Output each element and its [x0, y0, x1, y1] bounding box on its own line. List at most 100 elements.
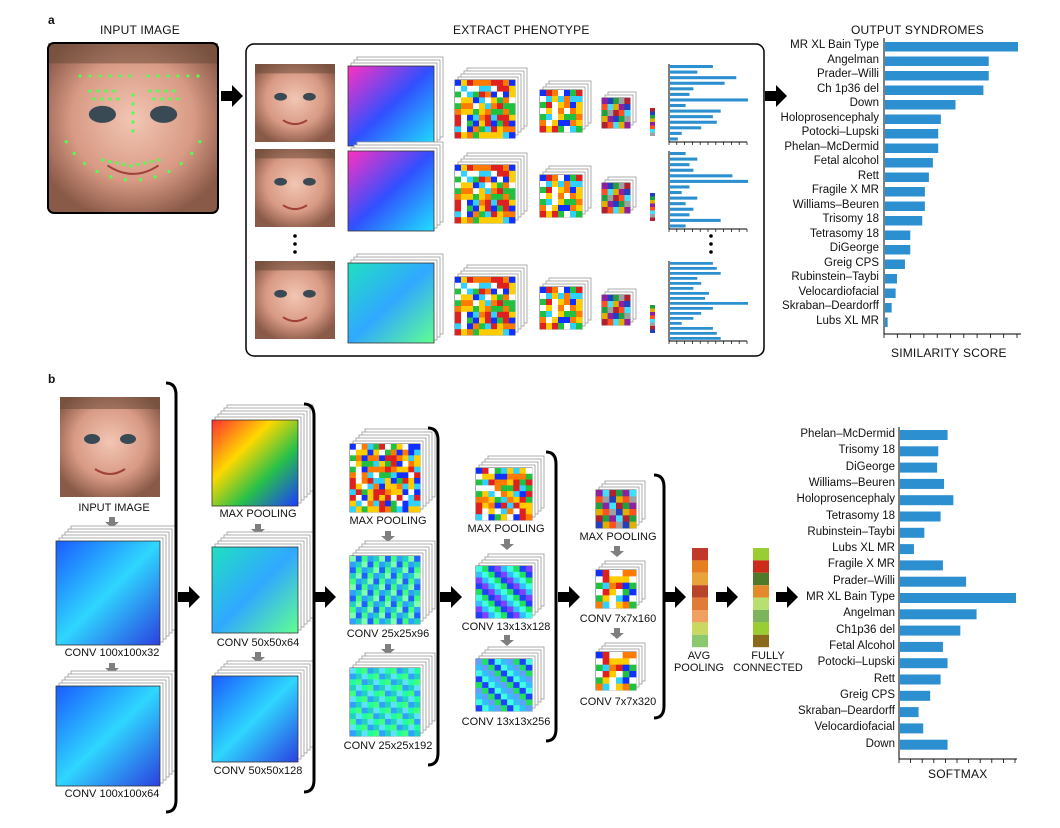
mosaic-cell [613, 319, 620, 326]
mosaic-cell [367, 578, 374, 585]
mosaic-cell [629, 658, 637, 665]
mosaic-cell [350, 668, 357, 674]
down-arrow-icon [381, 644, 395, 655]
mosaic-cell [485, 103, 492, 110]
mosaic-cell [494, 664, 502, 671]
mosaic-cell [485, 126, 492, 133]
mosaic-cell [622, 570, 630, 577]
mosaic-cell [355, 495, 362, 501]
mosaic-cell [455, 282, 462, 289]
landmark-dot [95, 169, 99, 174]
mosaic-cell [488, 468, 495, 475]
maxpool3-stack [475, 455, 545, 521]
mosaic-cell [390, 578, 397, 585]
softmax-bar [900, 625, 961, 636]
mosaic-cell [485, 323, 492, 330]
mosaic-cell [546, 193, 553, 200]
mosaic-cell [602, 295, 608, 302]
mosaic-cell [385, 719, 392, 725]
landmark-dot [128, 74, 132, 78]
vector-bar [670, 131, 682, 135]
mosaic-cell [361, 495, 368, 501]
vector-bar [670, 292, 709, 295]
mosaic-cell [596, 652, 603, 659]
mosaic-cell [396, 444, 403, 450]
mosaic-cell [602, 98, 608, 105]
mosaic-cell [616, 576, 623, 583]
mosaic-cell [414, 607, 421, 613]
mosaic-cell [473, 282, 480, 289]
mosaic-cell [629, 589, 637, 596]
mosaic-cell [540, 311, 547, 318]
mosaic-cell [497, 199, 504, 206]
strip-cell [650, 196, 655, 200]
softmax-bar [900, 544, 914, 555]
mosaic-cell [482, 699, 489, 706]
conv2-stack [55, 670, 176, 787]
mosaic-cell [491, 300, 498, 307]
mosaic-cell [373, 495, 380, 501]
mosaic-cell [602, 116, 608, 123]
mosaic-cell [622, 589, 630, 596]
mosaic-cell [618, 116, 625, 123]
mosaic-cell [385, 466, 392, 473]
mosaic-cell [576, 293, 583, 300]
mosaic-cell [350, 690, 357, 697]
landmark-dot [138, 178, 143, 182]
mosaic-cell [613, 301, 620, 308]
mosaic-cell [602, 301, 608, 308]
mosaic-cell [461, 165, 468, 172]
mosaic-cell [602, 110, 608, 117]
mosaic-cell [519, 600, 527, 607]
mosaic-cell [390, 690, 397, 697]
mosaic-cell [396, 685, 403, 691]
mosaic-cell [609, 496, 617, 503]
mosaic-cell [500, 659, 508, 666]
mosaic-cell [373, 719, 380, 725]
mosaic-cell [385, 573, 392, 579]
mosaic-cell [629, 601, 637, 609]
vector-bar [670, 126, 702, 130]
mosaic-cell [609, 677, 617, 684]
mosaic-cell [414, 713, 421, 720]
similarity-bar [885, 317, 888, 327]
down-arrow-icon [105, 663, 119, 674]
mosaic-cell [396, 449, 403, 456]
mosaic-cell [503, 85, 510, 92]
mosaic-cell [507, 670, 514, 677]
similarity-chart [668, 38, 1021, 344]
mosaic-cell [509, 85, 516, 92]
mosaic-cell [361, 595, 368, 602]
mosaic-cell [500, 612, 508, 619]
mosaic-cell [385, 472, 392, 479]
mosaic-cell [552, 108, 559, 115]
mosaic-cell [546, 311, 553, 318]
mosaic-cell [355, 612, 362, 619]
mosaic-cell [467, 80, 474, 87]
mosaic-cell [408, 673, 415, 680]
mosaic-cell [361, 472, 368, 479]
similarity-syndrome-label: Holoprosencephaly [780, 111, 879, 124]
mosaic-cell [414, 495, 421, 501]
mosaic-cell [602, 671, 610, 678]
mosaic-cell [379, 495, 386, 501]
mosaic-cell [564, 90, 571, 97]
mosaic-cell [414, 595, 421, 602]
mosaic-cell [491, 97, 498, 104]
feature-map [347, 150, 435, 232]
mosaic-cell [609, 509, 617, 516]
softmax-syndrome-label: Down [865, 737, 895, 750]
mosaic-cell [390, 567, 397, 574]
mosaic-cell [385, 506, 392, 513]
bracket-1 [165, 381, 178, 814]
feature-stack-1 [454, 152, 528, 224]
mosaic-cell [525, 705, 533, 712]
conv5-stack [349, 540, 436, 625]
mosaic-cell [385, 578, 392, 585]
mosaic-cell [476, 491, 483, 498]
mosaic-cell [390, 607, 397, 613]
mosaic-cell [385, 673, 392, 680]
mosaic-cell [461, 311, 468, 318]
mosaic-cell [503, 217, 510, 224]
mosaic-cell [494, 468, 502, 475]
